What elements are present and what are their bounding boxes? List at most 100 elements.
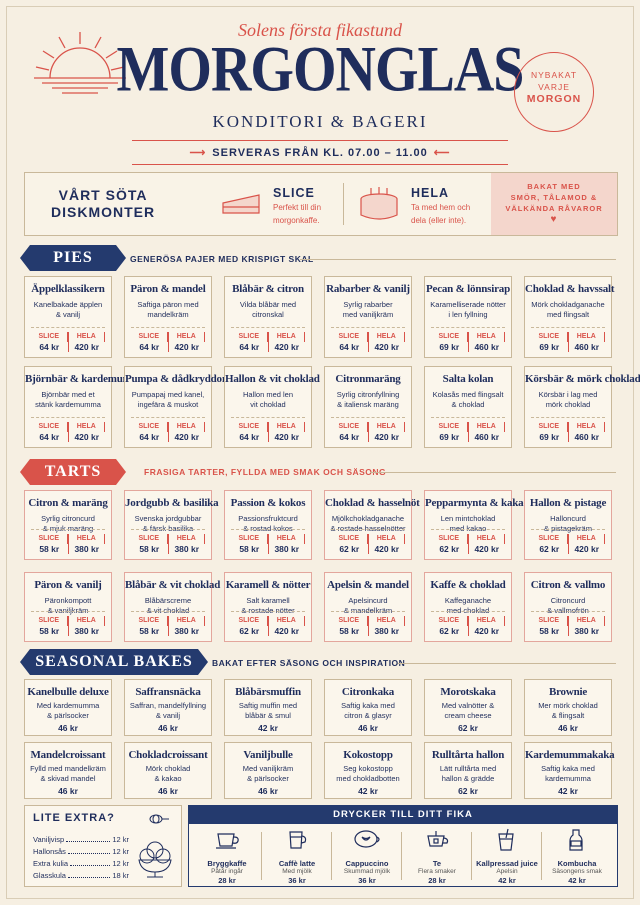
- slice-price: 64 kr: [39, 342, 60, 352]
- extra-item: Vaniljvisp 12 kr: [33, 835, 129, 844]
- item-description: Mörk chokladganache med flingsalt: [531, 300, 605, 319]
- item-name: Brownie: [548, 686, 588, 698]
- drink-item: Cappuccino Skummad mjölk 36 kr: [333, 828, 401, 885]
- whole-label: HELA: [569, 332, 605, 342]
- whole-label: HELA: [469, 616, 505, 626]
- item-price: 46 kr: [558, 723, 578, 733]
- item-name: Choklad & havssalt: [525, 283, 615, 295]
- drink-name: Cappuccino: [345, 859, 389, 868]
- item-description: Syrlig citronfyllning & italiensk maräng: [336, 390, 400, 409]
- item-description: Saftig kaka med citron & glasyr: [341, 701, 395, 720]
- whole-label: HELA: [169, 534, 205, 544]
- price-row: SLICE 64 kr HELA 420 kr: [131, 417, 205, 442]
- item-price: 42 kr: [558, 786, 578, 796]
- whole-cake-icon: [360, 187, 398, 220]
- extra-price: 12 kr: [112, 859, 129, 868]
- menu-card: Pecan & lönnsirap Karamelliserade nötter…: [424, 276, 512, 358]
- item-description: Lätt rulltårta med hallon & grädde: [439, 764, 497, 783]
- price-row: SLICE 64 kr HELA 420 kr: [331, 417, 405, 442]
- price-row: SLICE 58 kr HELA 380 kr: [331, 611, 405, 636]
- drink-item: Kombucha Säsongens smak 42 kr: [543, 828, 611, 885]
- menu-card: Blåbär & vit choklad Blåbärscreme & vit c…: [124, 572, 220, 642]
- drink-item: Kallpressad juice Apelsin 42 kr: [473, 828, 541, 885]
- menu-card: Salta kolan Kolasås med flingsalt & chokl…: [424, 366, 512, 448]
- whole-price: 420 kr: [74, 342, 100, 352]
- pies-subheading: GENERÖSA PAJER MED KRISPIGT SKAL: [130, 254, 314, 264]
- price-row: SLICE 58 kr HELA 380 kr: [231, 529, 305, 554]
- whole-label: HELA: [469, 534, 505, 544]
- slice-label: SLICE: [31, 534, 68, 544]
- whole-price: 380 kr: [174, 626, 200, 636]
- page-border: [6, 6, 634, 899]
- whole-label: HELA: [569, 616, 605, 626]
- divider: [398, 663, 616, 664]
- drink-name: Kallpressad juice: [476, 859, 538, 868]
- showcase-title: VÅRT SÖTA DISKMONTER: [51, 187, 156, 220]
- slice-label: SLICE: [231, 332, 268, 342]
- divider: [471, 832, 472, 880]
- slice-price: 62 kr: [339, 544, 360, 554]
- price-row: SLICE 64 kr HELA 420 kr: [31, 327, 105, 352]
- menu-card: Päron & vanilj Päronkompott & vaniljkräm …: [24, 572, 112, 642]
- whole-label: HELA: [469, 332, 505, 342]
- whole-price: 420 kr: [274, 626, 300, 636]
- cake-slice-icon: [222, 194, 260, 214]
- price-row: SLICE 69 kr HELA 460 kr: [431, 327, 505, 352]
- slice-label: SLICE: [31, 332, 68, 342]
- whole-label: HELA: [369, 422, 405, 432]
- whole-label: HELA: [69, 616, 105, 626]
- slice-label: SLICE: [331, 534, 368, 544]
- serving-hours: ⟶ SERVERAS FRÅN KL. 07.00 – 11.00 ⟵: [189, 147, 451, 159]
- leader-dots: [70, 859, 111, 866]
- slice-price: 58 kr: [39, 626, 60, 636]
- drink-description: Apelsin: [496, 868, 518, 875]
- price-row: SLICE 64 kr HELA 420 kr: [231, 327, 305, 352]
- item-description: Apelsincurd & mandelkräm: [343, 596, 393, 615]
- item-price: 62 kr: [458, 723, 478, 733]
- whole-price: 460 kr: [474, 342, 500, 352]
- slice-price: 58 kr: [139, 626, 160, 636]
- slice-price: 64 kr: [239, 432, 260, 442]
- whole-price: 420 kr: [174, 432, 200, 442]
- item-name: Saffransnäcka: [135, 686, 201, 698]
- menu-card: Körsbär & mörk choklad Körsbär i lag med…: [524, 366, 640, 448]
- divider: [132, 164, 508, 165]
- price-row: SLICE 64 kr HELA 420 kr: [231, 417, 305, 442]
- slice-price: 64 kr: [339, 342, 360, 352]
- leader-dots: [67, 847, 111, 854]
- item-name: Morotskaka: [440, 686, 496, 698]
- slice-price: 64 kr: [139, 342, 160, 352]
- heart-icon: ♥: [550, 214, 558, 225]
- slice-label: SLICE: [131, 534, 168, 544]
- item-name: Citron & vallmo: [530, 579, 606, 591]
- price-row: SLICE 58 kr HELA 380 kr: [31, 529, 105, 554]
- extra-price: 18 kr: [112, 871, 129, 880]
- whole-option: HELA Ta med hem och dela (eller inte).: [411, 186, 471, 225]
- item-description: Halloncurd & pistagekräm: [544, 514, 592, 533]
- drink-item: Te Flera smaker 28 kr: [403, 828, 471, 885]
- sunrise-icon: [34, 32, 126, 94]
- item-name: Citron & maräng: [28, 497, 108, 509]
- item-description: Passionsfruktcurd & rostad kokos: [238, 514, 298, 533]
- drink-price: 36 kr: [288, 876, 306, 885]
- item-description: Salt karamell & rostade nötter: [241, 596, 295, 615]
- extra-price: 12 kr: [112, 847, 129, 856]
- item-price: 46 kr: [158, 723, 178, 733]
- drink-description: Påtår ingår: [211, 868, 243, 875]
- drink-item: Bryggkaffe Påtår ingår 28 kr: [193, 828, 261, 885]
- item-description: Mörk choklad & kakao: [145, 764, 191, 783]
- slice-label: SLICE: [131, 422, 168, 432]
- menu-card: Blåbär & citron Vilda blåbär med citronsk…: [224, 276, 312, 358]
- item-description: Mer mörk choklad & flingsalt: [538, 701, 598, 720]
- item-name: Rabarber & vanilj: [326, 283, 410, 295]
- slice-label: SLICE: [331, 332, 368, 342]
- item-name: Blåbär & citron: [232, 283, 304, 295]
- whole-price: 380 kr: [574, 626, 600, 636]
- whole-price: 380 kr: [74, 626, 100, 636]
- brand-name: MORGONGLAS: [116, 34, 525, 106]
- item-name: Chokladcroissant: [128, 749, 208, 761]
- item-name: Passion & kokos: [230, 497, 306, 509]
- item-description: Med vaniljkräm & pärlsocker: [242, 764, 294, 783]
- section-pies-label: PIES: [20, 245, 126, 271]
- menu-card: Morotskaka Med valnötter & cream cheese 6…: [424, 679, 512, 736]
